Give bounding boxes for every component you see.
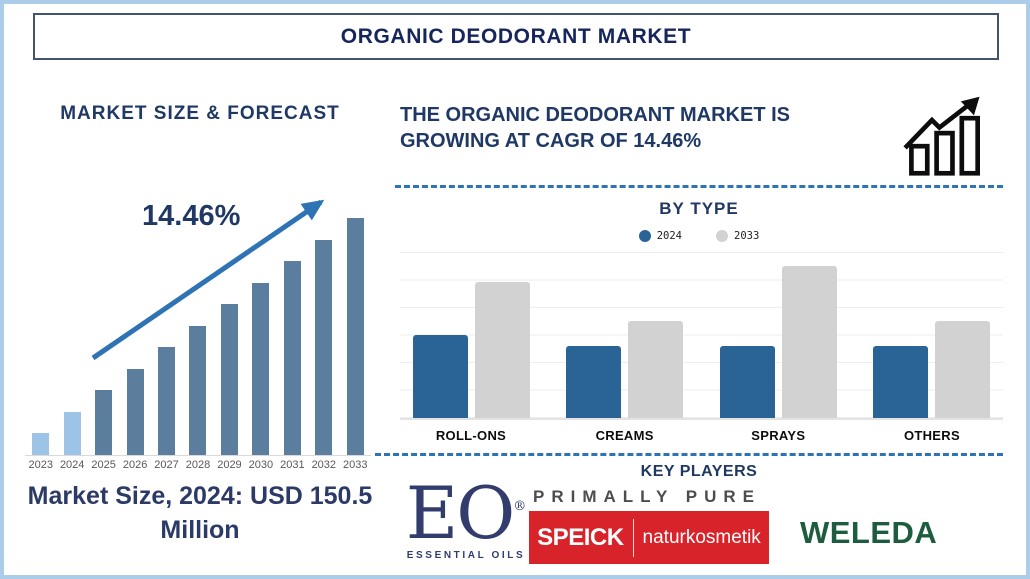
logo-primally-pure: PRIMALLY PURE bbox=[533, 487, 761, 506]
bytype-category-label: OTHERS bbox=[903, 428, 960, 443]
forecast-year-label: 2025 bbox=[91, 459, 116, 471]
bar-chart-growth-icon bbox=[903, 96, 980, 176]
forecast-bar-2025 bbox=[95, 390, 113, 455]
key-players-heading: KEY PLAYERS bbox=[640, 463, 758, 480]
forecast-year-label: 2029 bbox=[217, 459, 242, 471]
bytype-bar-roll-ons-2033 bbox=[474, 282, 530, 418]
forecast-year-label: 2032 bbox=[311, 459, 337, 471]
forecast-year-label: 2033 bbox=[343, 459, 368, 471]
dashed-divider-top bbox=[395, 185, 1003, 188]
bytype-group-sprays bbox=[719, 266, 837, 418]
forecast-year-labels: 2023 2024 2025 2026 2027 2028 2029 2030 2031 2032… bbox=[25, 459, 371, 471]
bytype-category-label: ROLL-ONS bbox=[435, 428, 507, 443]
forecast-bar-column bbox=[119, 218, 150, 455]
forecast-bar-column bbox=[88, 218, 119, 455]
title-box: ORGANIC DEODORANT MARKET bbox=[33, 13, 999, 60]
bytype-bar-creams-2033 bbox=[628, 321, 684, 418]
bytype-category-labels: ROLL-ONS CREAMS SPRAYS OTHERS bbox=[400, 428, 1003, 443]
forecast-bar-column bbox=[56, 218, 87, 455]
forecast-bar-2023 bbox=[32, 433, 50, 455]
legend-label: 2033 bbox=[734, 230, 760, 242]
bytype-chart bbox=[400, 252, 1003, 420]
forecast-bar-2033 bbox=[346, 218, 364, 455]
forecast-bar-column bbox=[277, 218, 308, 455]
bytype-group-creams bbox=[566, 321, 684, 418]
eo-logo-text: EO bbox=[405, 471, 516, 555]
speick-logo-subtext: naturkosmetik bbox=[642, 526, 761, 548]
forecast-bar-2028 bbox=[189, 326, 207, 455]
forecast-year-label: 2023 bbox=[28, 459, 53, 471]
forecast-bar-column bbox=[308, 218, 339, 455]
eo-logo-subtext: ESSENTIAL OILS bbox=[406, 549, 526, 561]
forecast-year-label: 2030 bbox=[248, 459, 274, 471]
forecast-bar-2027 bbox=[158, 347, 176, 455]
forecast-year-label: 2027 bbox=[154, 459, 179, 471]
forecast-year-label: 2024 bbox=[59, 459, 85, 471]
forecast-year-label: 2031 bbox=[280, 459, 305, 471]
speick-logo-text: SPEICK bbox=[537, 523, 624, 551]
legend-item-2033: 2033 bbox=[716, 230, 759, 242]
forecast-bar-column bbox=[340, 218, 371, 455]
forecast-bar-2030 bbox=[252, 283, 270, 455]
logo-eo-essential-oils: EO® ESSENTIAL OILS bbox=[402, 477, 530, 561]
bytype-group-roll-ons bbox=[412, 282, 530, 418]
page-title: ORGANIC DEODORANT MARKET bbox=[340, 24, 692, 48]
forecast-bar-2032 bbox=[315, 240, 333, 455]
logo-weleda: WELEDA bbox=[800, 515, 938, 550]
cagr-annotation: 14.46% bbox=[142, 200, 241, 232]
legend-dot-icon bbox=[638, 230, 651, 242]
bytype-bar-others-2033 bbox=[935, 321, 991, 418]
bytype-bar-sprays-2024 bbox=[719, 346, 775, 418]
forecast-bars bbox=[25, 218, 371, 456]
forecast-bar-column bbox=[182, 218, 213, 455]
forecast-bar-2026 bbox=[126, 369, 144, 455]
bytype-bar-others-2024 bbox=[873, 346, 929, 418]
bytype-groups bbox=[400, 252, 1003, 418]
bytype-legend: 2024 2033 bbox=[395, 230, 1003, 242]
bytype-bar-roll-ons-2024 bbox=[412, 335, 468, 418]
legend-dot-icon bbox=[716, 230, 728, 242]
speick-logo-divider bbox=[632, 518, 634, 557]
registered-mark-icon: ® bbox=[513, 499, 527, 514]
bytype-category-label: SPRAYS bbox=[751, 428, 806, 443]
forecast-bar-column bbox=[25, 218, 56, 455]
forecast-year-label: 2028 bbox=[185, 459, 211, 471]
forecast-year-label: 2026 bbox=[122, 459, 148, 471]
forecast-section-heading: MARKET SIZE & FORECAST bbox=[60, 103, 340, 124]
market-size-2024-text: Market Size, 2024: USD 150.5 Million bbox=[27, 482, 373, 544]
logo-speick: SPEICK naturkosmetik bbox=[529, 511, 769, 564]
dashed-divider-bottom bbox=[375, 453, 1003, 456]
legend-item-2024: 2024 bbox=[638, 230, 682, 242]
bytype-category-label: CREAMS bbox=[595, 428, 654, 443]
by-type-heading: BY TYPE bbox=[659, 199, 739, 218]
forecast-bar-column bbox=[151, 218, 182, 455]
forecast-chart: 2023 2024 2025 2026 2027 2028 2029 2030 2031 2032… bbox=[25, 218, 371, 471]
eo-logo-wordmark: EO® bbox=[402, 477, 530, 549]
forecast-bar-2031 bbox=[283, 261, 301, 455]
bytype-bar-creams-2024 bbox=[566, 346, 622, 418]
forecast-bar-2029 bbox=[220, 304, 238, 455]
cagr-headline: THE ORGANIC DEODORANT MARKET IS GROWING … bbox=[400, 104, 790, 152]
bytype-bar-sprays-2033 bbox=[781, 266, 837, 418]
forecast-bar-column bbox=[245, 218, 276, 455]
forecast-bar-2024 bbox=[63, 412, 81, 455]
bytype-group-others bbox=[873, 321, 991, 418]
forecast-bar-column bbox=[214, 218, 245, 455]
legend-label: 2024 bbox=[656, 230, 682, 242]
